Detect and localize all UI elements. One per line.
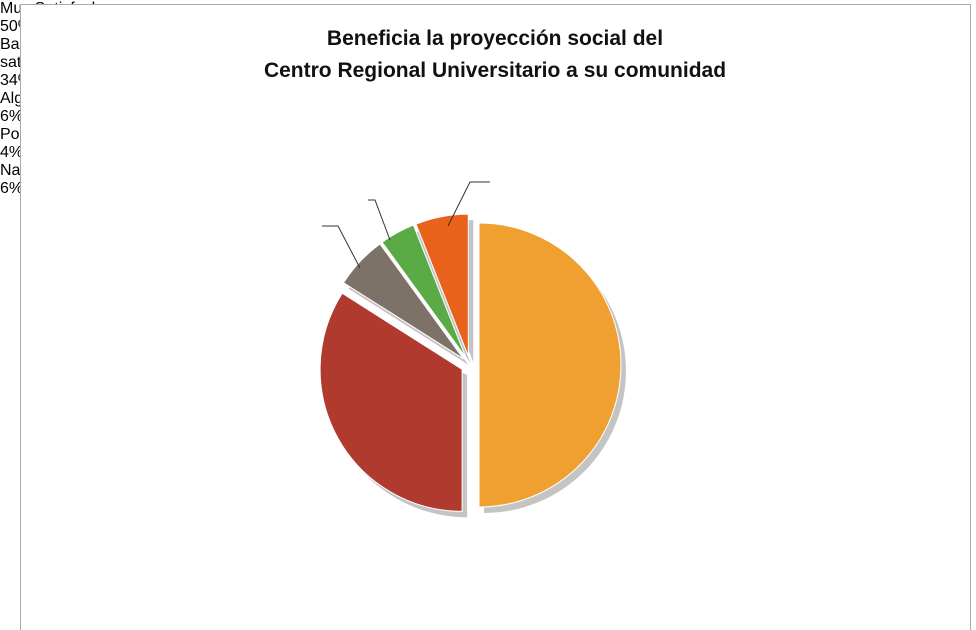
slice [342, 243, 464, 360]
slice [319, 292, 463, 512]
leader-line [368, 199, 391, 241]
chart-title: Centro Regional Universitario a su comun… [263, 59, 727, 82]
slice-value-label: 6% [0, 180, 24, 197]
slice [415, 213, 469, 357]
slice [381, 224, 467, 358]
slice-value-label: 4% [0, 144, 24, 161]
chart-title: Beneficia la proyección social del [326, 27, 664, 50]
slice [478, 222, 622, 508]
leader-line [322, 225, 361, 269]
slice-value-label: 6% [0, 108, 24, 125]
leader-line [447, 181, 490, 227]
